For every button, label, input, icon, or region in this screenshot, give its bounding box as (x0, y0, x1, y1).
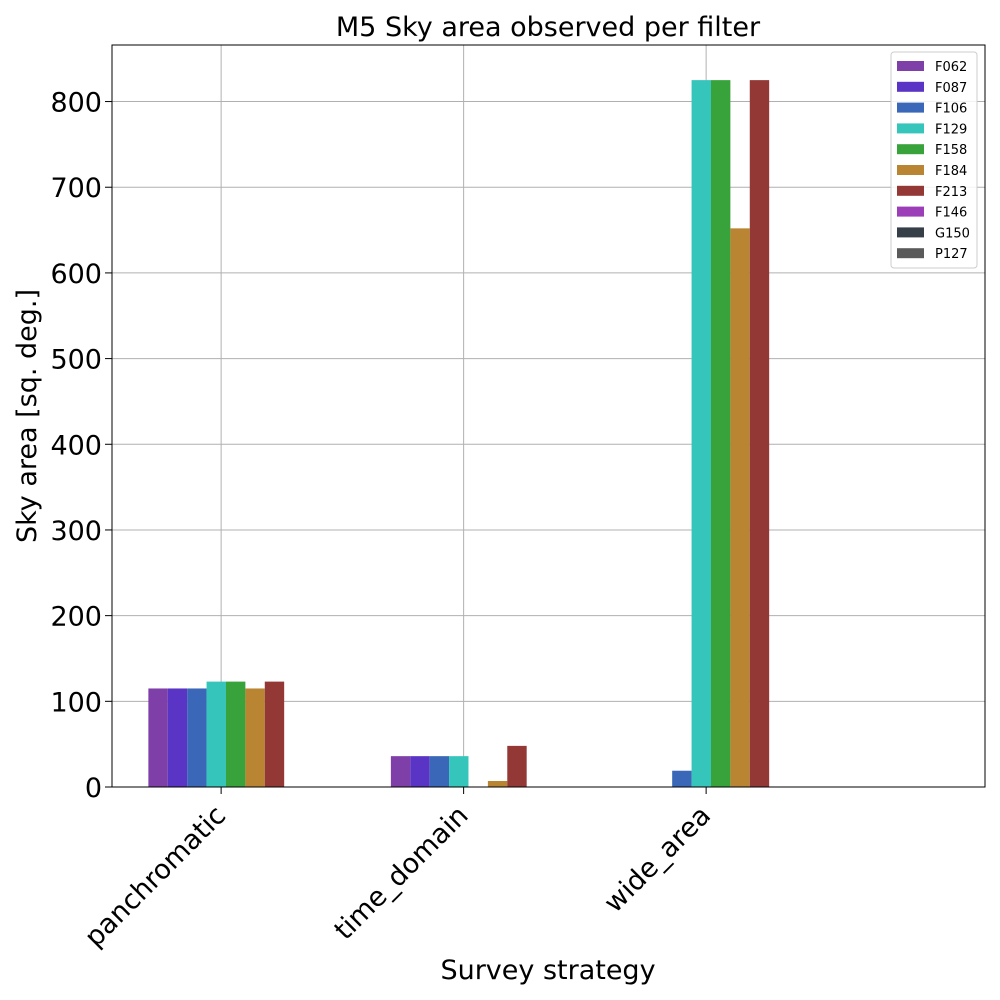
bar-F184-panchromatic (245, 688, 265, 787)
legend-label-P127: P127 (935, 247, 968, 262)
bar-F184-time_domain (487, 781, 508, 787)
legend-swatch-F184 (897, 165, 924, 175)
bar-F129-time_domain (449, 756, 469, 787)
y-tick-label: 0 (85, 773, 102, 804)
legend-swatch-F146 (897, 206, 924, 217)
legend-swatch-F106 (897, 102, 924, 113)
legend-swatch-F129 (897, 123, 924, 134)
chart-title: M5 Sky area observed per filter (336, 12, 761, 43)
legend-label-F158: F158 (935, 143, 967, 158)
x-tick-label: wide_area (598, 800, 717, 919)
legend-swatch-G150 (897, 227, 924, 238)
bar-F087-panchromatic (167, 688, 188, 787)
legend-label-G150: G150 (935, 226, 970, 241)
legend-swatch-F062 (897, 61, 924, 71)
bar-F106-wide_area (672, 770, 692, 787)
y-tick-label: 800 (50, 88, 102, 119)
x-axis-label: Survey strategy (440, 955, 655, 986)
legend-label-F213: F213 (935, 185, 967, 200)
y-tick-label: 600 (50, 259, 102, 290)
y-tick-label: 400 (50, 430, 102, 461)
legend-swatch-F087 (897, 81, 924, 92)
bars-group (148, 80, 770, 787)
legend-label-F062: F062 (935, 60, 967, 75)
plot-background (112, 45, 985, 787)
y-tick-label: 100 (50, 687, 102, 718)
bar-F184-wide_area (730, 228, 750, 787)
bar-F158-wide_area (710, 80, 731, 787)
y-tick-label: 300 (50, 516, 102, 547)
plot-frame (111, 44, 986, 788)
legend-label-F106: F106 (935, 102, 967, 117)
bar-F213-wide_area (749, 80, 770, 787)
legend-label-F184: F184 (935, 164, 967, 179)
bar-F129-wide_area (691, 80, 711, 787)
bar-F106-time_domain (429, 756, 450, 787)
legend: F062 F087 F106 F129 F158 F184 F213 F146 G150 P127 (890, 51, 978, 269)
bar-F106-panchromatic (187, 688, 207, 787)
legend-label-F146: F146 (935, 206, 967, 221)
bar-F129-panchromatic (206, 681, 226, 787)
x-tick-label: time_domain (328, 800, 474, 946)
bar-F062-time_domain (390, 756, 411, 787)
legend-swatch-P127 (897, 248, 924, 259)
x-tick-label: panchromatic (79, 800, 232, 953)
bar-F213-time_domain (507, 745, 527, 787)
y-tick-label: 200 (50, 602, 102, 633)
bar-F158-panchromatic (225, 681, 246, 787)
legend-swatch-F213 (897, 185, 924, 196)
y-tick-label: 500 (50, 345, 102, 376)
legend-label-F087: F087 (935, 81, 967, 96)
bar-F087-time_domain (410, 756, 430, 787)
x-axis-ticks: panchromatic time_domain wide_area (79, 787, 717, 953)
legend-label-F129: F129 (935, 122, 967, 137)
legend-swatch-F158 (897, 144, 924, 155)
y-axis-ticks: 0 100 200 300 400 500 600 700 800 (50, 88, 112, 804)
bar-F062-panchromatic (148, 688, 168, 787)
y-tick-label: 700 (50, 173, 102, 204)
bar-F213-panchromatic (264, 681, 285, 787)
y-axis-label: Sky area [sq. deg.] (12, 289, 43, 543)
